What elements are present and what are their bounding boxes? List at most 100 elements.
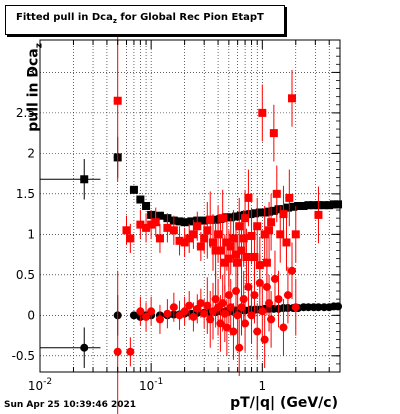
data-point-square	[224, 254, 233, 263]
data-point-square	[113, 96, 122, 105]
data-point-square	[222, 238, 231, 247]
y-tick-label: 3	[27, 65, 35, 79]
data-point-square	[241, 214, 250, 223]
data-point-circle	[239, 295, 248, 304]
data-point-circle	[136, 307, 145, 316]
data-point-circle	[222, 323, 231, 332]
data-point-square	[169, 226, 178, 235]
data-point-square	[320, 201, 329, 210]
data-point-square	[282, 238, 291, 247]
data-point-circle	[126, 347, 135, 356]
data-point-circle	[247, 311, 256, 320]
data-point-square	[288, 94, 297, 103]
data-point-square	[242, 253, 251, 262]
data-point-circle	[196, 299, 205, 308]
data-point-square	[304, 201, 313, 210]
y-tick-label: -0.5	[12, 349, 35, 363]
data-point-circle	[203, 301, 212, 310]
axis-ticks: -0.5 0 0.5 1 1.5 2 2.5 3 10-2 10-1 1	[12, 40, 341, 393]
data-point-circle	[113, 347, 122, 356]
data-point-square	[246, 210, 255, 219]
data-point-circle	[147, 307, 156, 316]
data-point-square	[185, 234, 194, 243]
data-point-square	[232, 250, 241, 259]
data-point-circle	[237, 303, 246, 312]
data-point-square	[279, 210, 288, 219]
data-point-circle	[283, 291, 292, 300]
data-point-circle	[169, 303, 178, 312]
data-point-square	[236, 211, 245, 220]
data-point-square	[155, 211, 164, 220]
data-point-square	[265, 226, 274, 235]
data-point-circle	[241, 319, 250, 328]
data-point-circle	[163, 309, 172, 318]
data-point-circle	[224, 291, 233, 300]
data-point-square	[208, 238, 217, 247]
data-point-square	[269, 206, 278, 215]
x-tick-label: 10-2	[28, 377, 52, 393]
data-point-square	[334, 200, 343, 209]
x-tick-label: 10-1	[139, 377, 163, 393]
data-point-circle	[185, 301, 194, 310]
data-point-square	[299, 202, 308, 210]
data-point-square	[187, 217, 196, 226]
data-point-square	[329, 200, 338, 209]
data-point-square	[200, 216, 209, 225]
x-tick-label: 1	[258, 379, 266, 393]
data-point-square	[206, 215, 215, 224]
data-point-square	[180, 218, 189, 227]
data-point-square	[136, 220, 145, 229]
data-point-square	[251, 209, 260, 218]
data-point-square	[175, 236, 184, 245]
data-point-square	[220, 258, 229, 267]
data-point-circle	[226, 303, 235, 312]
data-point-square	[314, 210, 323, 219]
data-point-circle	[260, 335, 269, 344]
data-point-circle	[267, 315, 276, 324]
data-point-circle	[279, 323, 288, 332]
data-point-square	[239, 234, 248, 243]
data-point-square	[196, 242, 205, 251]
data-point-circle	[142, 312, 151, 321]
data-point-square	[294, 202, 303, 210]
data-point-square	[258, 108, 267, 117]
data-point-square	[233, 258, 242, 267]
data-point-circle	[155, 315, 164, 324]
data-point-circle	[189, 312, 198, 321]
data-point-square	[175, 217, 184, 226]
data-point-circle	[235, 343, 244, 352]
data-point-square	[253, 222, 262, 231]
data-point-square	[129, 185, 138, 194]
y-tick-label: 2.5	[16, 106, 35, 120]
data-point-square	[283, 203, 292, 212]
data-point-square	[126, 234, 135, 243]
data-point-square	[203, 226, 212, 235]
data-point-square	[255, 208, 264, 217]
data-point-square	[244, 193, 253, 202]
data-point-square	[218, 214, 227, 223]
plot-frame	[39, 39, 341, 373]
data-point-square	[276, 230, 285, 239]
data-point-circle	[129, 311, 138, 320]
data-series	[40, 19, 343, 414]
data-point-circle	[180, 307, 189, 316]
data-point-square	[250, 253, 259, 262]
data-point-circle	[232, 287, 241, 296]
data-point-square	[200, 234, 209, 243]
data-point-square	[226, 213, 235, 222]
data-point-square	[211, 246, 220, 255]
data-point-circle	[270, 274, 279, 283]
data-point-circle	[291, 303, 300, 312]
data-point-square	[247, 231, 256, 240]
data-point-square	[237, 246, 246, 255]
data-point-square	[151, 218, 160, 227]
data-point-square	[260, 230, 269, 239]
data-point-circle	[244, 282, 253, 291]
y-tick-label: 1	[27, 227, 35, 241]
data-point-square	[142, 223, 151, 232]
data-point-square	[214, 230, 223, 239]
data-point-square	[325, 201, 334, 210]
data-point-square	[193, 222, 202, 231]
data-point-square	[211, 215, 220, 224]
data-point-circle	[200, 309, 209, 318]
